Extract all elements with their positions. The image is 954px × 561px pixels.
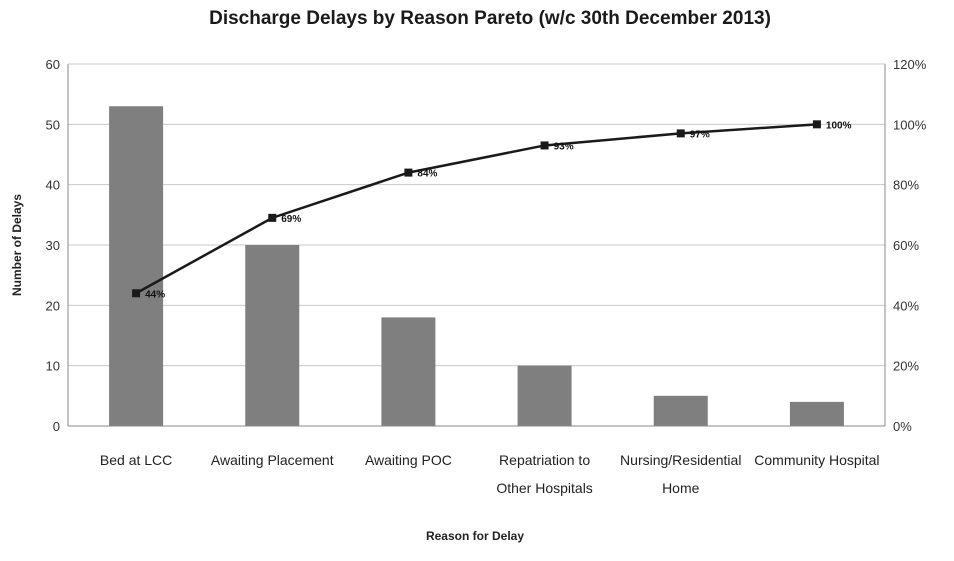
data-label: 100% (826, 120, 852, 131)
x-category-label-line: Home (662, 480, 700, 496)
x-category-label-line: Repatriation to (499, 452, 590, 468)
x-category-label-line: Awaiting Placement (211, 452, 334, 468)
gridlines (68, 63, 885, 367)
y2-tick-label: 120% (893, 57, 927, 72)
y-tick-label: 50 (46, 117, 60, 132)
cumulative-line (135, 123, 817, 295)
x-axis-label: Reason for Delay (426, 529, 524, 543)
x-category-label: Repatriation to Other Hospitals (496, 452, 592, 496)
y2-tick-label: 40% (893, 298, 919, 313)
y-tick-label: 30 (46, 238, 60, 253)
y-tick-label: 10 (46, 359, 60, 374)
x-category-label: Community Hospital (754, 452, 879, 468)
y-axis-ticks: 0 10 20 30 40 50 60 (46, 57, 60, 434)
x-category-label: Awaiting POC (365, 452, 452, 468)
y-tick-label: 0 (53, 419, 60, 434)
bar (381, 317, 436, 426)
y2-tick-label: 0% (893, 419, 912, 434)
y2-tick-label: 80% (893, 178, 919, 193)
y-tick-label: 20 (46, 298, 60, 313)
line-marker (812, 120, 821, 129)
y-tick-label: 60 (46, 57, 60, 72)
data-label: 44% (145, 289, 165, 300)
data-label: 84% (417, 169, 437, 180)
line-marker (404, 168, 413, 177)
bar (109, 106, 164, 426)
x-category-label-line: Community Hospital (754, 452, 879, 468)
bar (653, 395, 708, 426)
bar-series (109, 106, 844, 426)
cumulative-line-series: 44% 69% 84% 93% 97% 100% (132, 120, 852, 300)
x-axis-categories: Bed at LCC Awaiting Placement Awaiting POC… (100, 452, 880, 496)
y-axis-label: Number of Delays (10, 194, 24, 296)
x-category-label-line: Bed at LCC (100, 452, 172, 468)
x-category-label-line: Other Hospitals (496, 480, 592, 496)
y2-tick-label: 20% (893, 359, 919, 374)
bar (517, 365, 572, 426)
x-category-label-line: Nursing/Residential (620, 452, 741, 468)
x-category-label: Awaiting Placement (211, 452, 334, 468)
data-label: 93% (554, 141, 574, 152)
y2-tick-label: 100% (893, 117, 927, 132)
line-marker (540, 141, 549, 150)
line-marker (676, 129, 685, 138)
x-category-label: Bed at LCC (100, 452, 172, 468)
y2-tick-label: 60% (893, 238, 919, 253)
chart-title: Discharge Delays by Reason Pareto (w/c 3… (209, 8, 771, 29)
data-label: 69% (281, 214, 301, 225)
x-category-label: Nursing/Residential Home (620, 452, 741, 496)
data-label: 97% (690, 129, 710, 140)
axes (67, 63, 886, 427)
x-category-label-line: Awaiting POC (365, 452, 452, 468)
y-tick-label: 40 (46, 178, 60, 193)
bar (245, 245, 300, 426)
line-marker (132, 289, 141, 298)
y2-axis-ticks: 0% 20% 40% 60% 80% 100% 120% (893, 57, 927, 434)
bar (789, 401, 844, 426)
line-marker (268, 213, 277, 222)
